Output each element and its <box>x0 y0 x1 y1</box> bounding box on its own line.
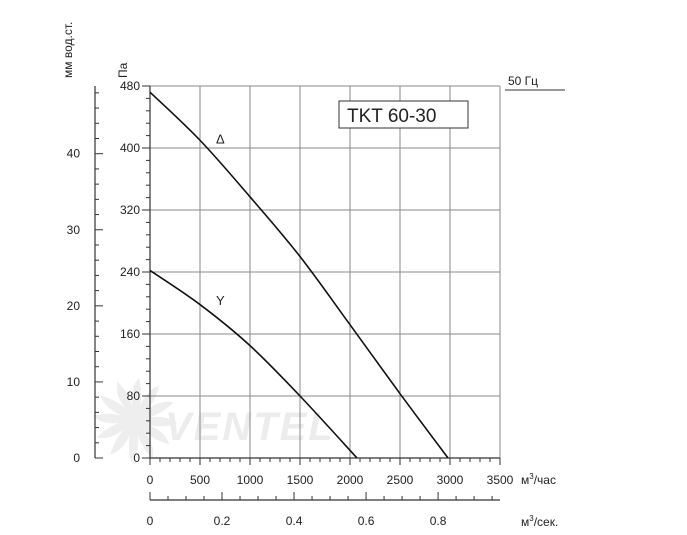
y-secondary-tick-label: 40 <box>67 147 81 161</box>
y-primary-tick-label: 400 <box>120 141 140 155</box>
x-primary-tick-label: 2500 <box>387 473 414 487</box>
x-primary-tick-label: 3500 <box>487 473 514 487</box>
model-title-box <box>338 100 469 129</box>
axes <box>94 85 501 501</box>
y-secondary-tick-label: 0 <box>73 451 80 465</box>
y-primary-tick-label: 80 <box>127 389 141 403</box>
series-curves: ΔY <box>149 91 449 459</box>
watermark-fan-blade <box>100 395 135 420</box>
y-secondary-tick-label: 10 <box>67 375 81 389</box>
watermark-fan-blade <box>110 420 135 455</box>
x-primary-unit: м3/час <box>521 472 556 487</box>
watermark-fan-blade <box>116 381 135 420</box>
y-secondary-tick-label: 30 <box>67 223 81 237</box>
watermark-fan-blade <box>135 420 170 445</box>
x-secondary-tick-label: 0.4 <box>286 514 303 528</box>
chart-labels: TKT 60-30 50 Гц Па мм вод.ст. м3/час м3/… <box>61 22 565 529</box>
frequency-label: 50 Гц <box>508 74 538 88</box>
x-primary-tick-label: 2000 <box>337 473 364 487</box>
grid <box>150 85 501 458</box>
series-label-1: Y <box>216 293 225 308</box>
x-secondary-unit: м3/сек. <box>521 514 558 529</box>
y-primary-tick-label: 0 <box>133 451 140 465</box>
x-primary-tick-label: 1000 <box>237 473 264 487</box>
watermark-fan-blade <box>135 385 160 420</box>
y-primary-tick-label: 160 <box>120 327 140 341</box>
y-secondary-unit: мм вод.ст. <box>61 22 75 78</box>
watermark-text: VENTEL <box>165 405 335 449</box>
x-secondary-tick-label: 0 <box>147 514 154 528</box>
x-secondary-tick-label: 0.2 <box>214 514 231 528</box>
chart-title: TKT 60-30 <box>347 106 436 127</box>
watermark-fan-blade <box>135 401 174 420</box>
y-primary-tick-label: 480 <box>120 79 140 93</box>
x-primary-tick-label: 0 <box>147 473 154 487</box>
series-label-0: Δ <box>216 132 225 147</box>
x-primary-tick-label: 3000 <box>437 473 464 487</box>
watermark-fan-blade <box>96 420 135 439</box>
y-primary-unit: Па <box>116 62 130 78</box>
y-primary-tick-label: 320 <box>120 203 140 217</box>
y-secondary-tick-label: 20 <box>67 299 81 313</box>
x-secondary-tick-label: 0.8 <box>430 514 447 528</box>
x-primary-tick-label: 1500 <box>287 473 314 487</box>
watermark: VENTEL <box>93 378 335 462</box>
series-line-0 <box>149 91 449 459</box>
x-primary-tick-label: 500 <box>190 473 210 487</box>
y-primary-tick-label: 240 <box>120 265 140 279</box>
x-secondary-tick-label: 0.6 <box>358 514 375 528</box>
watermark-fan-blade <box>135 420 154 459</box>
series-line-1 <box>149 269 358 459</box>
